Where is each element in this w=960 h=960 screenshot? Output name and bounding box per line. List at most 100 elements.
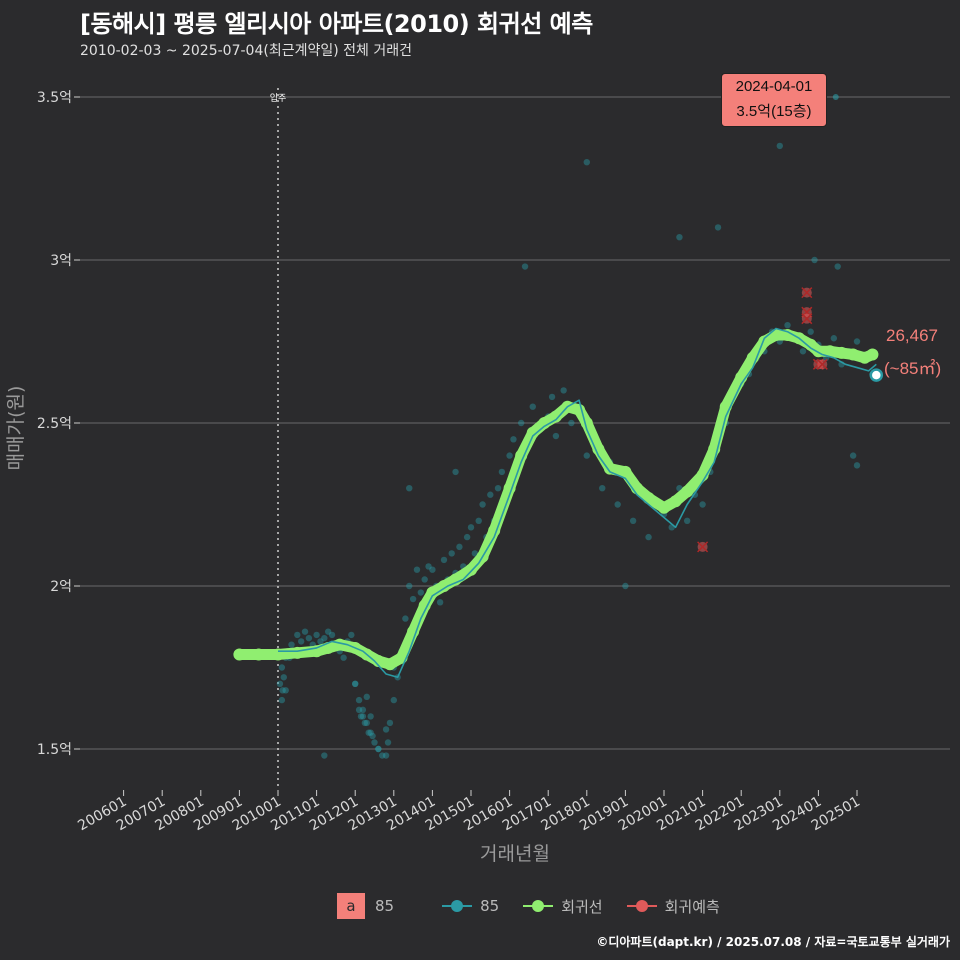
transaction-point: [560, 387, 567, 394]
regression-point: [526, 426, 539, 439]
transaction-point: [361, 719, 369, 727]
transaction-point: [294, 631, 301, 639]
transaction-point: [278, 696, 286, 704]
transaction-point: [776, 142, 783, 150]
transaction-point: [479, 501, 486, 508]
regression-point: [549, 410, 562, 423]
transaction-point: [629, 517, 637, 524]
transaction-point: [440, 556, 448, 564]
legend-regression-icon: [523, 896, 554, 916]
transaction-point: [683, 517, 691, 524]
axes: 1.5억2억2.5억3억3.5억200601200701200801200901…: [37, 90, 863, 834]
transaction-point: [548, 393, 556, 401]
transaction-point: [363, 693, 370, 701]
transaction-point: [517, 419, 525, 427]
y-tick-label-4: 3.5억: [37, 90, 72, 106]
transaction-point: [382, 752, 390, 759]
regression-point: [823, 345, 836, 358]
regression-point: [426, 586, 439, 599]
latest-transaction-marker: [869, 368, 884, 382]
transaction-point: [340, 654, 347, 661]
transaction-point: [456, 543, 463, 551]
y-axis-title: 매매가(원): [5, 386, 27, 471]
transaction-point: [375, 745, 382, 753]
last-area-label: (~85㎡): [884, 359, 942, 378]
transaction-point: [406, 485, 413, 492]
y-tick-label-2: 2.5억: [37, 416, 72, 432]
transaction-point: [328, 631, 336, 639]
regression-point: [418, 599, 431, 612]
transaction-points: [276, 142, 876, 759]
transaction-point: [288, 641, 295, 648]
regression-point: [847, 348, 860, 361]
transaction-point: [402, 615, 409, 622]
legend-prediction-icon: [626, 896, 657, 916]
regression-line: [233, 329, 878, 670]
regression-point: [619, 465, 632, 478]
transaction-point: [276, 680, 284, 687]
transaction-point: [699, 501, 706, 508]
y-tick-label-0: 1.5억: [37, 742, 72, 758]
transaction-point: [371, 739, 378, 746]
transaction-point: [614, 501, 621, 508]
transaction-point: [463, 533, 471, 541]
transaction-point: [645, 533, 652, 541]
transaction-point: [363, 719, 370, 727]
prediction-markers: [697, 287, 828, 553]
regression-point: [681, 485, 694, 498]
transaction-point: [409, 595, 417, 603]
regression-point: [642, 491, 655, 504]
transaction-point: [348, 631, 355, 639]
transaction-point: [280, 674, 287, 681]
regression-point: [252, 648, 265, 661]
transaction-point: [321, 634, 328, 642]
transaction-point: [384, 739, 392, 746]
series-lines: [233, 327, 879, 679]
prediction-cross: [801, 287, 813, 299]
prediction-cross: [816, 358, 828, 370]
transaction-point: [324, 628, 332, 635]
transaction-point: [498, 468, 506, 476]
regression-point: [272, 648, 284, 661]
y-tick-label-1: 2억: [50, 579, 72, 595]
transaction-point: [369, 732, 376, 740]
legend-85-icon: [442, 896, 473, 916]
regression-point: [812, 345, 825, 358]
transaction-point: [406, 582, 413, 590]
prediction-cross: [801, 313, 813, 325]
chart-subtitle: 2010-02-03 ~ 2025-07-04(최근계약일) 전체 거래건: [80, 43, 412, 59]
transaction-point: [352, 680, 359, 687]
regression-point: [233, 648, 246, 661]
regression-point: [372, 654, 385, 667]
transaction-point: [279, 687, 286, 694]
legend-85-label: 85: [480, 897, 500, 915]
transaction-point: [382, 726, 390, 733]
transaction-point: [355, 696, 363, 704]
transaction-point: [506, 452, 513, 459]
transaction-point: [834, 263, 841, 270]
transaction-point: [784, 322, 791, 329]
regression-point: [515, 449, 528, 462]
transaction-point: [425, 563, 432, 570]
transaction-point: [510, 436, 517, 443]
source-caption: ©디아파트(dapt.kr) / 2025.07.08 / 자료=국토교통부 실…: [596, 935, 950, 949]
transaction-point: [568, 419, 575, 427]
transaction-point: [714, 224, 722, 231]
transaction-point: [365, 729, 372, 736]
transaction-point: [301, 628, 309, 635]
transaction-point: [583, 159, 590, 166]
regression-point: [449, 573, 462, 586]
transaction-point: [830, 335, 838, 342]
transaction-point: [811, 256, 818, 264]
transaction-point: [386, 719, 394, 727]
regression-point: [866, 348, 879, 361]
regression-point: [781, 328, 794, 341]
transaction-point: [413, 566, 421, 573]
callout-price: 3.5억(15층): [736, 103, 812, 120]
series-85-line: [278, 327, 877, 679]
legend-area-label: 85: [375, 897, 395, 915]
transaction-point: [487, 491, 494, 498]
transaction-point: [367, 729, 374, 736]
regression-point: [407, 625, 420, 638]
